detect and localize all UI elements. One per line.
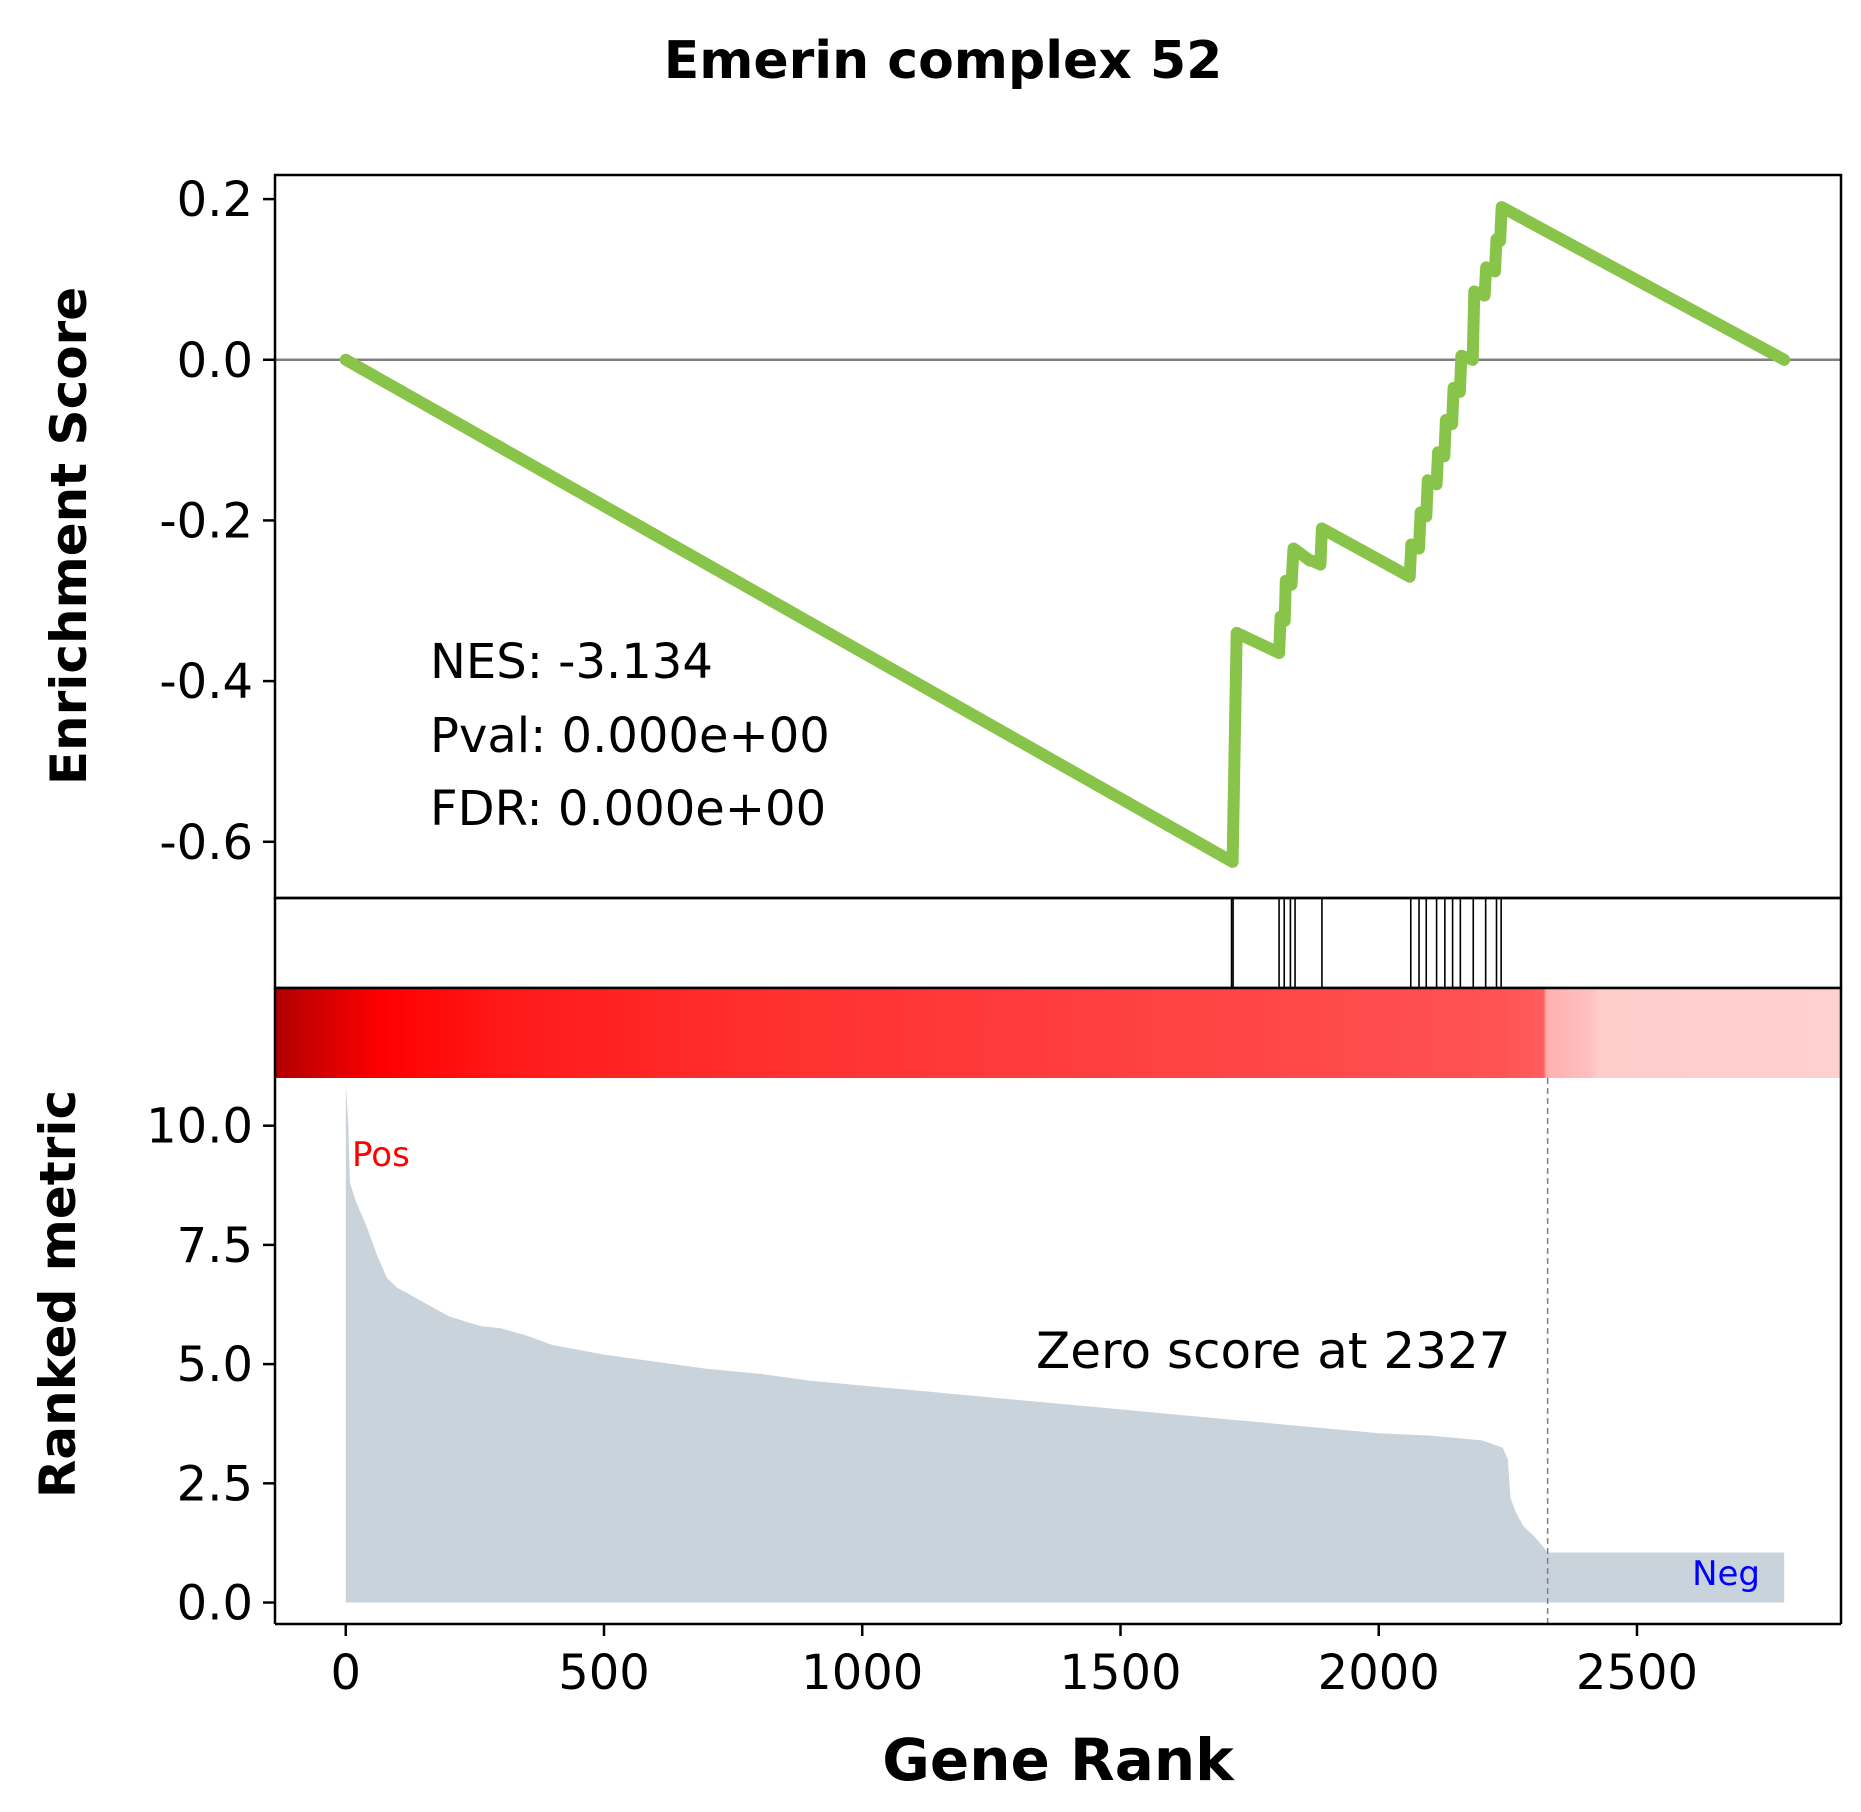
fdr-text: FDR: 0.000e+00 xyxy=(430,781,826,837)
rm-xtick-label: 0 xyxy=(330,1645,361,1701)
rm-y-axis: 0.0 2.5 5.0 7.5 10.0 xyxy=(146,1099,275,1632)
ranked-metric-area xyxy=(345,1082,1785,1603)
hits-frame xyxy=(273,896,1843,990)
rm-xlabel: Gene Rank xyxy=(882,1726,1235,1794)
es-y-axis: 0.2 0.0 -0.2 -0.4 -0.6 xyxy=(159,172,275,871)
chart-title: Emerin complex 52 xyxy=(664,31,1223,91)
rm-xtick-label: 2000 xyxy=(1318,1645,1440,1701)
rm-ytick-label: 2.5 xyxy=(177,1456,253,1512)
ranked-metric-panel: Pos Neg Zero score at 2327 0.0 2.5 5.0 7.5 1… xyxy=(29,988,1843,1794)
neg-label: Neg xyxy=(1692,1554,1760,1594)
es-ytick-label: -0.4 xyxy=(159,654,253,710)
rm-ytick-label: 5.0 xyxy=(177,1337,253,1393)
nes-text: NES: -3.134 xyxy=(430,634,713,690)
rm-ytick-label: 7.5 xyxy=(177,1218,253,1274)
es-ylabel: Enrichment Score xyxy=(40,287,98,785)
rm-xtick-label: 2500 xyxy=(1576,1645,1698,1701)
es-ytick-label: 0.2 xyxy=(177,172,253,228)
es-ytick-label: -0.6 xyxy=(159,815,253,871)
rm-ytick-label: 0.0 xyxy=(177,1576,253,1632)
es-ytick-label: -0.2 xyxy=(159,493,253,549)
hit-lines xyxy=(1230,898,1502,988)
hits-panel xyxy=(273,896,1843,990)
es-curve xyxy=(339,201,1791,868)
pval-text: Pval: 0.000e+00 xyxy=(430,708,830,764)
rm-xtick-label: 1500 xyxy=(1059,1645,1181,1701)
rank-heatmap xyxy=(275,988,1841,1078)
rm-area-group xyxy=(345,1082,1785,1603)
rm-ylabel: Ranked metric xyxy=(29,1090,87,1498)
pos-label: Pos xyxy=(352,1135,410,1175)
rm-ytick-label: 10.0 xyxy=(146,1099,253,1155)
es-curve-group xyxy=(339,201,1791,868)
zero-score-text: Zero score at 2327 xyxy=(1036,1322,1511,1380)
enrichment-panel: 0.2 0.0 -0.2 -0.4 -0.6 Enrichment Score NES:… xyxy=(40,172,1843,900)
stats-box: NES: -3.134 Pval: 0.000e+00 FDR: 0.000e+… xyxy=(430,634,830,837)
rm-xtick-label: 1000 xyxy=(801,1645,923,1701)
rm-xtick-label: 500 xyxy=(558,1645,650,1701)
rm-x-axis: 0 500 1000 1500 2000 2500 xyxy=(330,1624,1698,1701)
es-ytick-label: 0.0 xyxy=(177,333,253,389)
